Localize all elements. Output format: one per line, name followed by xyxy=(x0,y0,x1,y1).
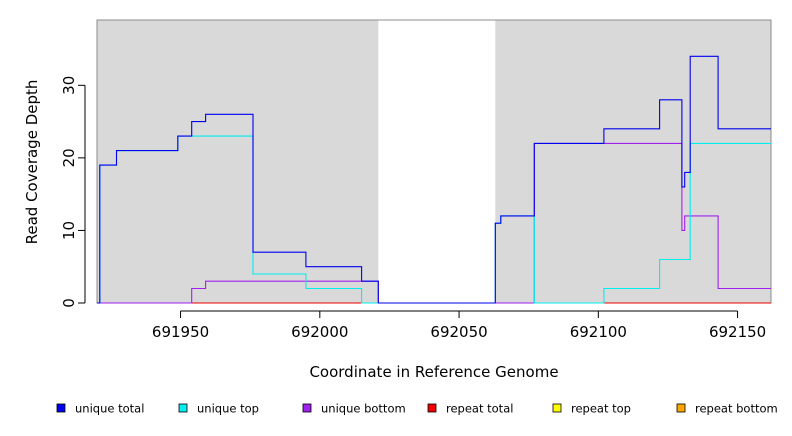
series-line-unique-total xyxy=(97,55,771,304)
legend-label-unique-total: unique total xyxy=(75,402,144,416)
legend: unique total unique top unique bottom repea… xyxy=(56,402,778,416)
y-tick-label-10: 10 xyxy=(60,221,78,240)
legend-swatch-repeat-bottom xyxy=(676,403,686,413)
legend-swatch-repeat-top xyxy=(552,403,562,413)
legend-label-repeat-total: repeat total xyxy=(446,402,513,416)
legend-swatch-unique-top xyxy=(178,403,188,413)
legend-swatch-unique-bottom xyxy=(302,403,312,413)
y-tick-label-20: 20 xyxy=(60,148,78,167)
legend-swatch-unique-total xyxy=(56,403,66,413)
y-axis-title: Read Coverage Depth xyxy=(23,80,41,245)
legend-label-repeat-top: repeat top xyxy=(571,402,631,416)
y-tick-label-30: 30 xyxy=(60,76,78,95)
x-tick-label-692150: 692150 xyxy=(709,323,766,341)
legend-label-unique-top: unique top xyxy=(197,402,259,416)
shaded-region-1 xyxy=(97,20,379,303)
x-tick-label-692000: 692000 xyxy=(291,323,348,341)
legend-swatch-repeat-total xyxy=(427,403,437,413)
x-axis-title: Coordinate in Reference Genome xyxy=(309,363,558,381)
legend-label-unique-bottom: unique bottom xyxy=(321,402,406,416)
x-tick-label-692050: 692050 xyxy=(430,323,487,341)
x-tick-label-692100: 692100 xyxy=(570,323,627,341)
y-tick-label-0: 0 xyxy=(60,298,78,308)
x-tick-label-691950: 691950 xyxy=(152,323,209,341)
legend-label-repeat-bottom: repeat bottom xyxy=(695,402,778,416)
shaded-region-2 xyxy=(495,20,771,303)
